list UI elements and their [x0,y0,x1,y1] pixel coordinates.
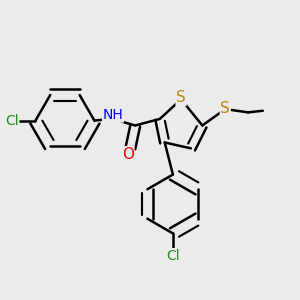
Text: O: O [122,147,134,162]
Text: S: S [176,91,186,106]
Text: Cl: Cl [166,249,180,263]
Text: S: S [220,100,230,116]
Text: NH: NH [103,108,123,122]
Text: Cl: Cl [5,114,19,128]
